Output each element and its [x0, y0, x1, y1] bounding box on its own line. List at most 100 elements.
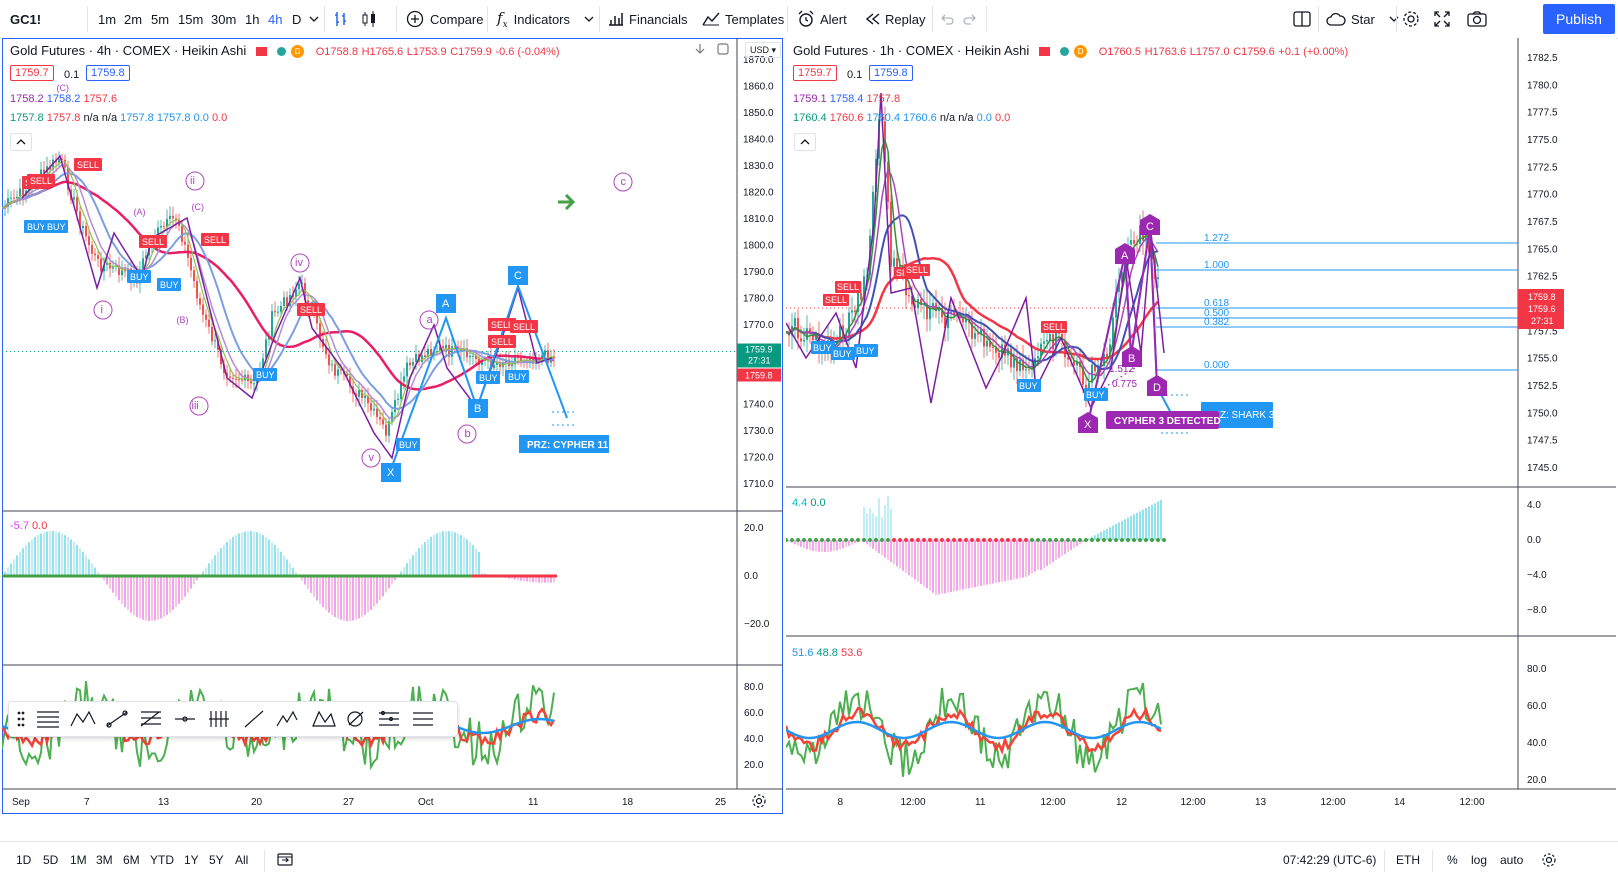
candle-body: [226, 373, 228, 377]
interval-2m[interactable]: 2m: [124, 11, 143, 27]
time-tick-label: 13: [1255, 797, 1267, 808]
xabcd-pattern-icon[interactable]: [312, 710, 336, 727]
candle-style-icon[interactable]: [360, 0, 378, 38]
range-1Y[interactable]: 1Y: [184, 853, 199, 867]
interval-1h[interactable]: 1h: [245, 11, 260, 27]
candle-body: [1013, 358, 1015, 368]
signal-dot: [964, 538, 968, 542]
candle-body: [496, 361, 498, 365]
percent-scale-toggle[interactable]: %: [1447, 853, 1458, 867]
pattern-point-label: C: [514, 270, 522, 282]
range-3M[interactable]: 3M: [96, 853, 113, 867]
redo-icon[interactable]: [963, 0, 977, 38]
candle-body: [457, 346, 459, 349]
prev-price-tag: [737, 368, 781, 382]
financials-button[interactable]: Financials: [608, 0, 688, 38]
elliott-wave-icon[interactable]: [276, 710, 298, 727]
interval-D[interactable]: D: [292, 11, 302, 27]
interval-1m[interactable]: 1m: [98, 11, 117, 27]
currency-selector[interactable]: USD ▾: [745, 42, 781, 58]
left-chart-canvas[interactable]: 1870.01860.01850.01840.01830.01820.01810…: [2, 38, 783, 814]
time-tick-label: 11: [975, 797, 986, 808]
last-price-tag: [737, 343, 781, 368]
menu-lines-icon[interactable]: [413, 712, 433, 726]
interval-5m[interactable]: 5m: [151, 11, 170, 27]
alert-button[interactable]: Alert: [797, 0, 847, 38]
range-5D[interactable]: 5D: [43, 853, 59, 867]
gear-icon[interactable]: [751, 793, 767, 809]
fib-icon[interactable]: [140, 711, 161, 727]
range-5Y[interactable]: 5Y: [209, 853, 224, 867]
range-6M[interactable]: 6M: [123, 853, 140, 867]
cycle-icon[interactable]: [347, 711, 364, 727]
collapse-legend-button[interactable]: [794, 133, 816, 151]
collapse-legend-button[interactable]: [10, 133, 32, 151]
bars-style-icon[interactable]: [333, 0, 349, 38]
horizontal-lines-icon[interactable]: [37, 711, 59, 728]
candle-body: [800, 338, 802, 342]
drag-handle-icon[interactable]: [17, 711, 25, 727]
candle-body: [208, 319, 210, 327]
pattern-point-label: D: [1153, 382, 1161, 394]
interval-30m[interactable]: 30m: [211, 11, 237, 27]
trend-line-icon[interactable]: [106, 710, 128, 728]
replay-button[interactable]: Replay: [866, 0, 925, 38]
flag-icon[interactable]: [255, 47, 267, 57]
wave-circle: [361, 448, 381, 468]
price-tick-label: 1752.5: [1527, 381, 1558, 392]
camera-icon[interactable]: [1467, 0, 1487, 38]
candle-body: [896, 258, 898, 270]
flag-icon[interactable]: [1038, 47, 1050, 57]
candle-body: [271, 311, 273, 337]
layout-icon[interactable]: [1293, 0, 1311, 38]
session-toggle[interactable]: ETH: [1396, 853, 1420, 867]
clock-timezone[interactable]: 07:42:29 (UTC-6): [1283, 853, 1377, 867]
signal-dot: [976, 538, 980, 542]
candle-body: [406, 362, 408, 377]
wave-circle: [457, 424, 477, 444]
indicators-button[interactable]: fx Indicators: [497, 0, 594, 38]
gear-icon[interactable]: [1541, 852, 1557, 871]
candle-body: [908, 295, 910, 297]
undo-icon[interactable]: [940, 0, 954, 38]
symbol-search[interactable]: GC1!: [10, 11, 42, 27]
line-icon[interactable]: [244, 710, 264, 728]
templates-button[interactable]: Templates: [702, 0, 784, 38]
candle-body: [499, 361, 501, 368]
date-range-icon[interactable]: [277, 852, 293, 869]
scroll-down-icon[interactable]: [692, 41, 708, 57]
pattern-icon[interactable]: [70, 710, 96, 727]
publish-button[interactable]: Publish: [1543, 4, 1615, 34]
interval-4h[interactable]: 4h: [268, 11, 283, 27]
range-All[interactable]: All: [235, 853, 249, 867]
candle-body: [403, 376, 405, 382]
range-YTD[interactable]: YTD: [150, 853, 174, 867]
candle-body: [409, 362, 411, 366]
maximize-pane-icon[interactable]: [715, 41, 731, 57]
left-chart[interactable]: 1870.0 1860.0 1850.0 1840.0 1830.0 1820.0 1810…: [2, 38, 783, 814]
range-1M[interactable]: 1M: [70, 853, 87, 867]
pattern-point-marker: [1140, 214, 1160, 235]
candle-body: [283, 297, 285, 306]
star-layout-button[interactable]: Star: [1326, 0, 1399, 38]
candle-body: [938, 307, 940, 312]
vertical-lines-icon[interactable]: [209, 711, 229, 727]
interval-15m[interactable]: 15m: [178, 11, 204, 27]
right-chart-canvas[interactable]: 1782.5 1780.0 1777.5 1775.0 1772.5 1770.0 1767…: [786, 38, 1616, 814]
gear-icon[interactable]: [1402, 0, 1420, 38]
candle-body: [980, 328, 982, 335]
fullscreen-icon[interactable]: [1434, 0, 1450, 38]
candle-body: [241, 379, 243, 381]
chevron-down-icon[interactable]: [309, 0, 319, 38]
right-indicator-value-2: 1759.8: [869, 65, 913, 81]
horizontal-ray-icon[interactable]: [175, 716, 195, 722]
range-1D[interactable]: 1D: [16, 853, 32, 867]
right-chart[interactable]: 1782.5 1780.0 1777.5 1775.0 1772.5 1770.0 1767…: [786, 38, 1616, 814]
auto-scale-toggle[interactable]: auto: [1500, 853, 1524, 867]
list-lines-icon[interactable]: [379, 710, 399, 726]
compare-button[interactable]: Compare: [406, 0, 483, 38]
right-ohlc-open: O1760.5: [1098, 46, 1141, 58]
drawing-toolbar[interactable]: [8, 701, 458, 737]
candle-body: [812, 332, 814, 341]
log-scale-toggle[interactable]: log: [1471, 853, 1488, 867]
